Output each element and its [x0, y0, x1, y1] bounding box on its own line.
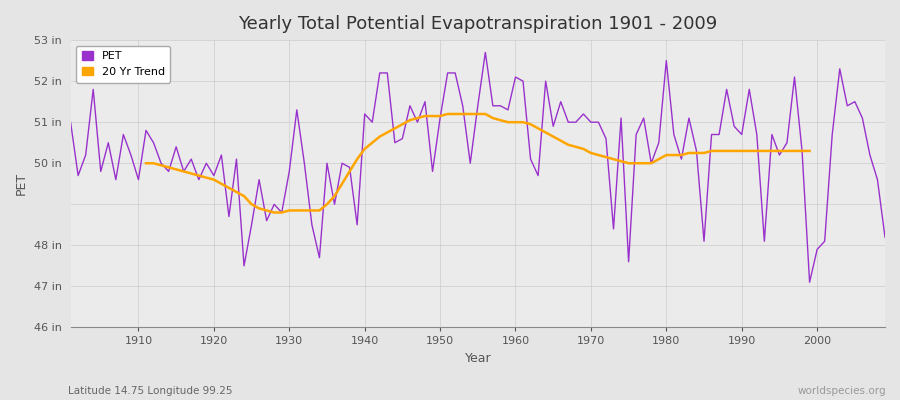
Title: Yearly Total Potential Evapotranspiration 1901 - 2009: Yearly Total Potential Evapotranspiratio…	[238, 15, 717, 33]
Y-axis label: PET: PET	[15, 172, 28, 195]
X-axis label: Year: Year	[464, 352, 491, 365]
Legend: PET, 20 Yr Trend: PET, 20 Yr Trend	[76, 46, 170, 82]
Text: Latitude 14.75 Longitude 99.25: Latitude 14.75 Longitude 99.25	[68, 386, 232, 396]
Text: worldspecies.org: worldspecies.org	[798, 386, 886, 396]
